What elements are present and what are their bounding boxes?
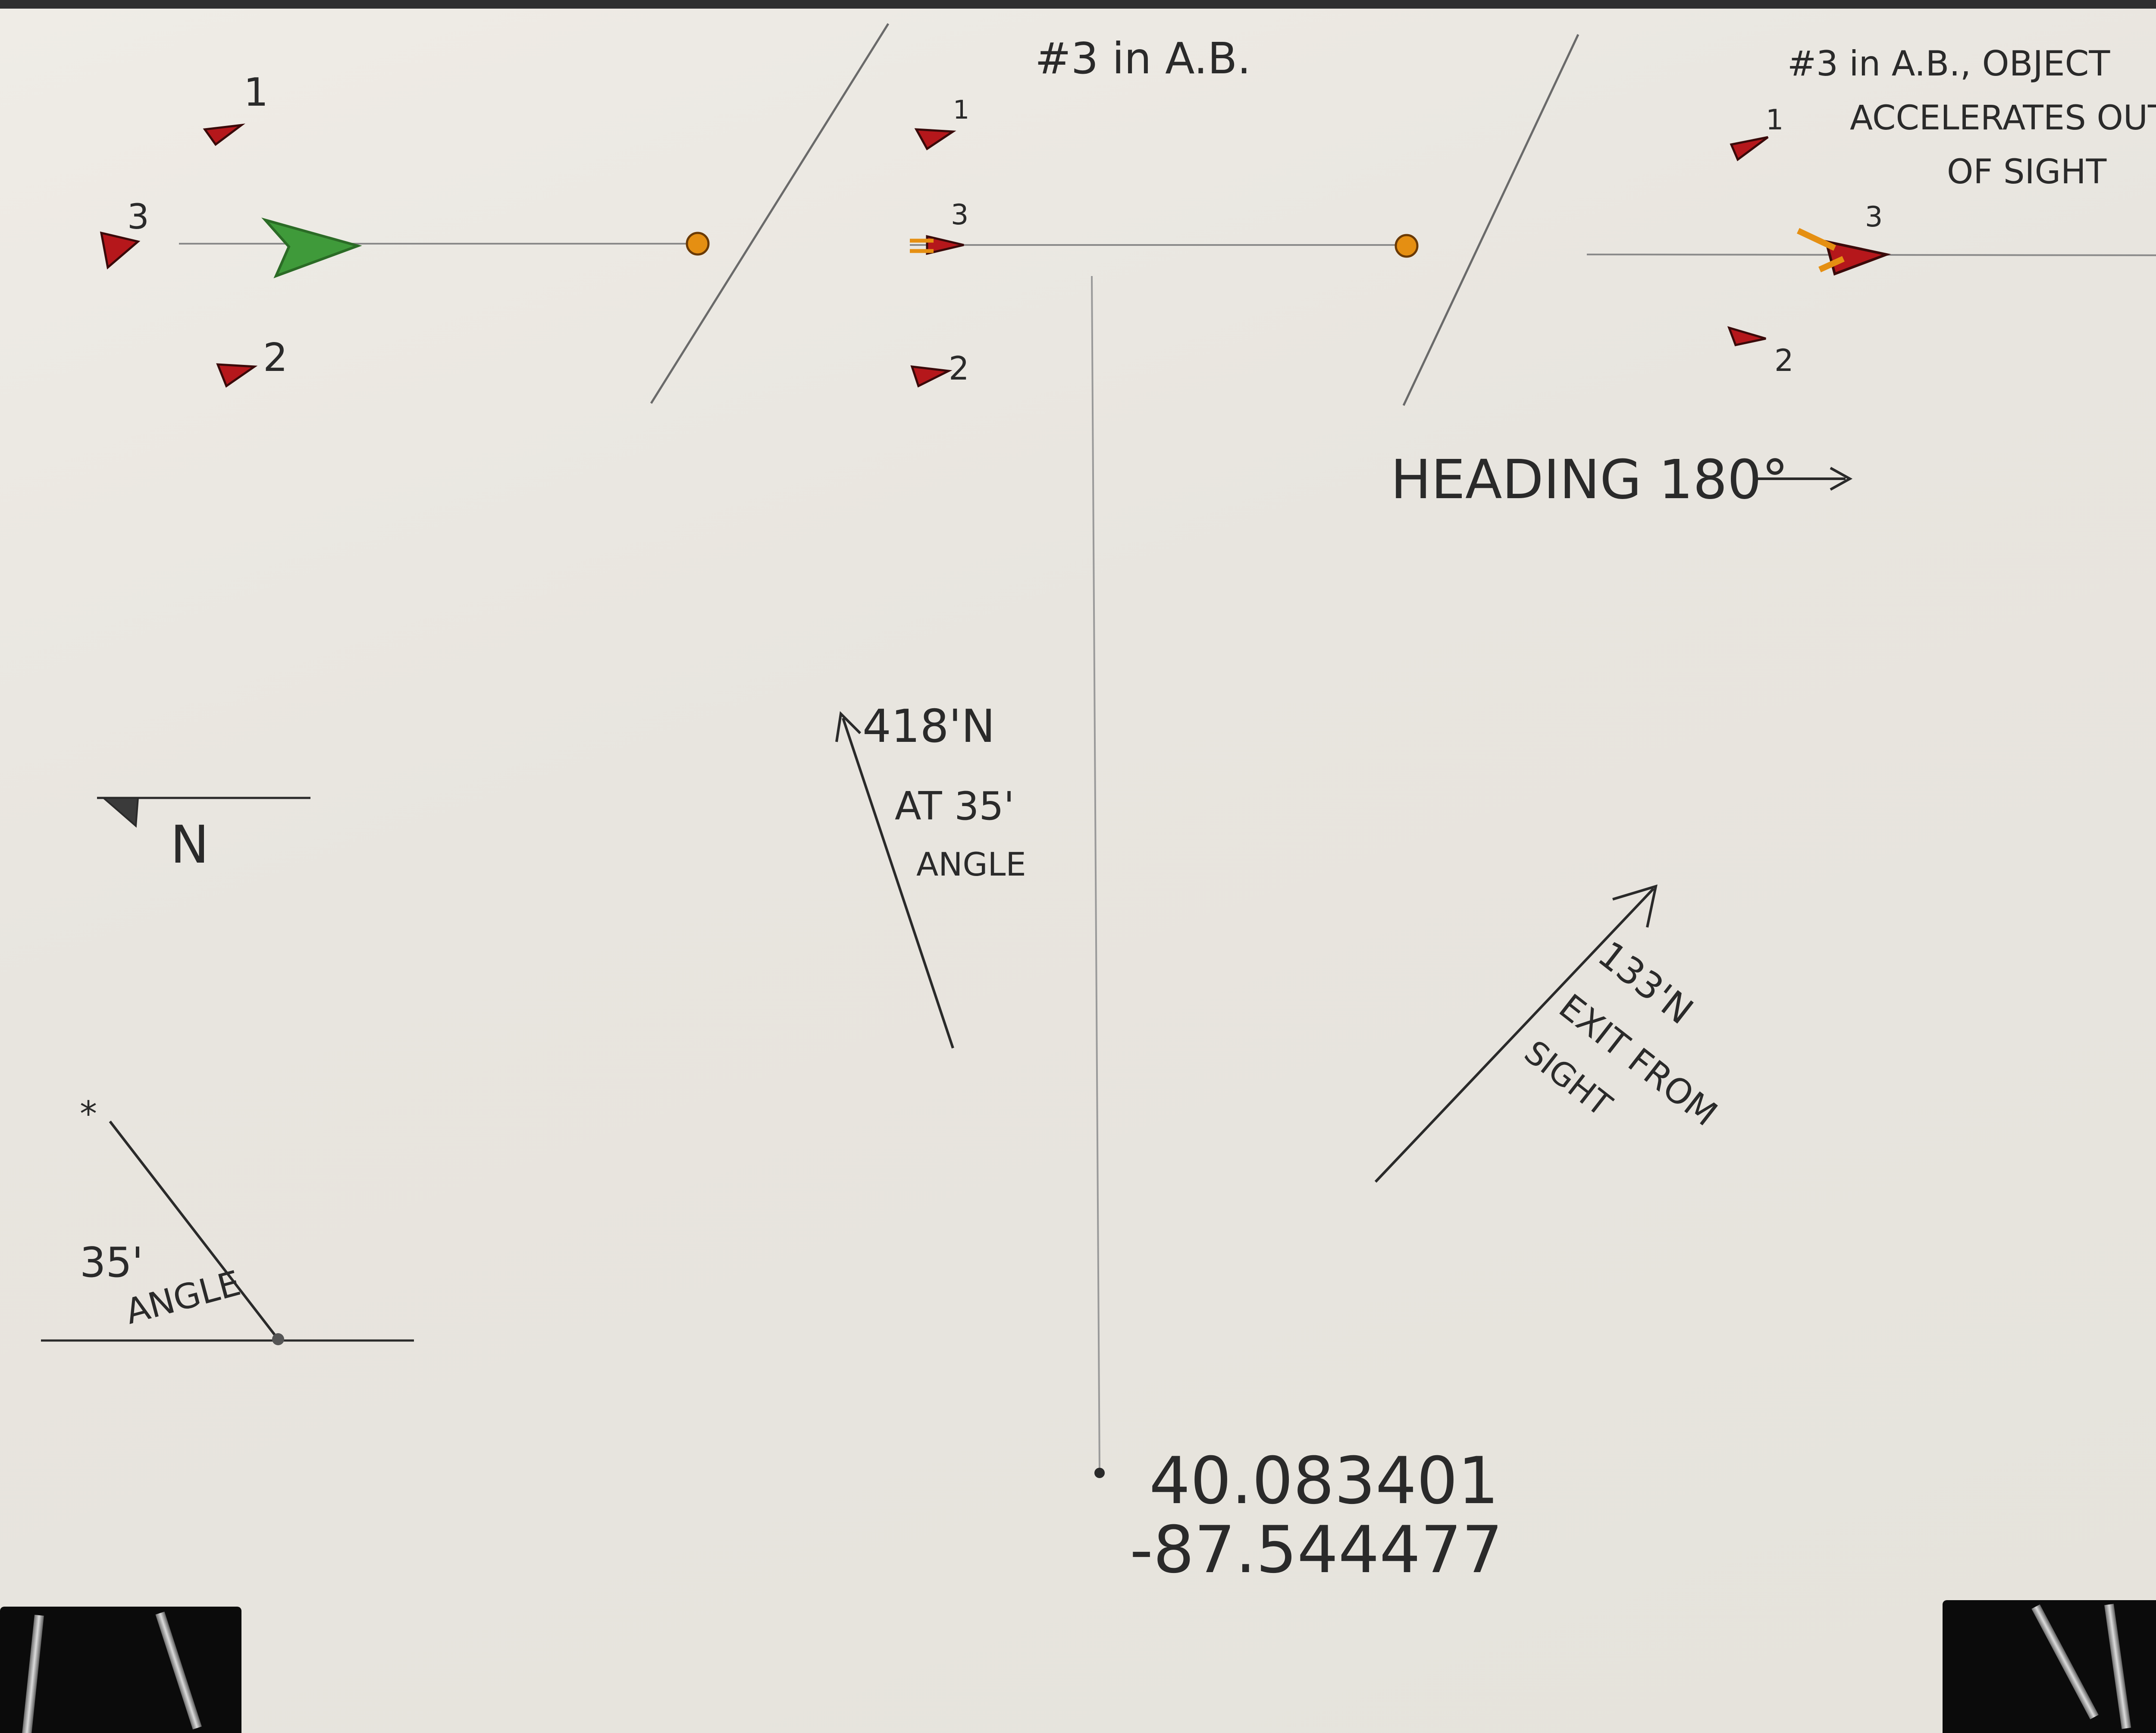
arrow-up-icon — [835, 711, 862, 742]
orange-marker-icon — [1395, 234, 1419, 258]
orange-marker-icon — [686, 232, 710, 256]
object-2-label: 2 — [263, 335, 288, 380]
frame-divider-line — [1402, 34, 1579, 406]
object-3-icon — [1824, 240, 1891, 276]
compass-north: N — [97, 797, 310, 875]
vector1-at: AT 35' — [895, 784, 1014, 829]
observer-craft-icon — [261, 217, 362, 279]
frame-3: #3 in A.B., OBJECT ACCELERATES OUT OF SI… — [1391, 44, 2156, 511]
frame-2: #3 in A.B. 1 3 2 — [910, 33, 1579, 406]
object-2-label: 2 — [949, 349, 969, 387]
object-3-label: 3 — [951, 199, 968, 231]
note-line-2: ACCELERATES OUT — [1850, 99, 2156, 138]
latitude-text: 40.083401 — [1149, 1444, 1499, 1519]
object-3-icon — [100, 231, 141, 270]
object-2-label: 2 — [1774, 343, 1794, 378]
object-1-icon — [1730, 136, 1769, 161]
flight-path-line — [1586, 254, 2156, 256]
compass-label: N — [170, 815, 209, 875]
object-2-icon — [910, 365, 953, 388]
page-title: #3 in A.B. — [1035, 33, 1251, 84]
vector-418: 418'N AT 35' ANGLE — [835, 700, 1026, 1049]
paper-sheet — [0, 9, 2156, 1733]
object-1-label: 1 — [953, 95, 969, 125]
object-2-icon — [216, 363, 258, 388]
arrow-right-icon — [1830, 467, 1853, 491]
vector-133: 133'N EXIT FROM SIGHT — [1374, 884, 1725, 1183]
compass-flag-icon — [101, 797, 139, 828]
object-1-label: 1 — [244, 70, 268, 115]
note-line-1: #3 in A.B., OBJECT — [1787, 44, 2110, 84]
object-1-label: 1 — [1766, 104, 1783, 136]
vector-shaft — [1374, 887, 1655, 1183]
angle-vertex-dot — [272, 1333, 284, 1345]
arrow-up-right-icon — [1612, 884, 1658, 928]
vector1-distance: 418'N — [862, 700, 995, 753]
heading-label: HEADING 180° — [1391, 449, 1789, 511]
frame-divider-line — [650, 23, 890, 404]
vector2-exit1: EXIT FROM — [1551, 986, 1724, 1134]
longitude-text: -87.544477 — [1130, 1513, 1503, 1588]
object-3-label: 3 — [127, 197, 149, 237]
object-3-icon — [926, 235, 964, 255]
angle-value: 35' — [80, 1239, 143, 1287]
angle-ray — [109, 1121, 279, 1340]
object-1-icon — [203, 123, 245, 146]
object-3-label: 3 — [1865, 201, 1883, 233]
thrust-mark — [1797, 228, 1836, 251]
angle-diagram: * 35' ANGLE — [41, 1094, 414, 1345]
vector-shaft — [842, 718, 954, 1049]
center-vertical-line — [1091, 276, 1100, 1471]
note-line-3: OF SIGHT — [1947, 153, 2107, 192]
star-icon: * — [80, 1094, 97, 1134]
object-1-icon — [914, 128, 956, 151]
frame-1: 1 3 2 — [100, 23, 890, 404]
object-2-icon — [1727, 326, 1766, 346]
vector1-word: ANGLE — [916, 845, 1026, 883]
thrust-mark — [1818, 256, 1845, 273]
origin-dot — [1094, 1468, 1105, 1478]
